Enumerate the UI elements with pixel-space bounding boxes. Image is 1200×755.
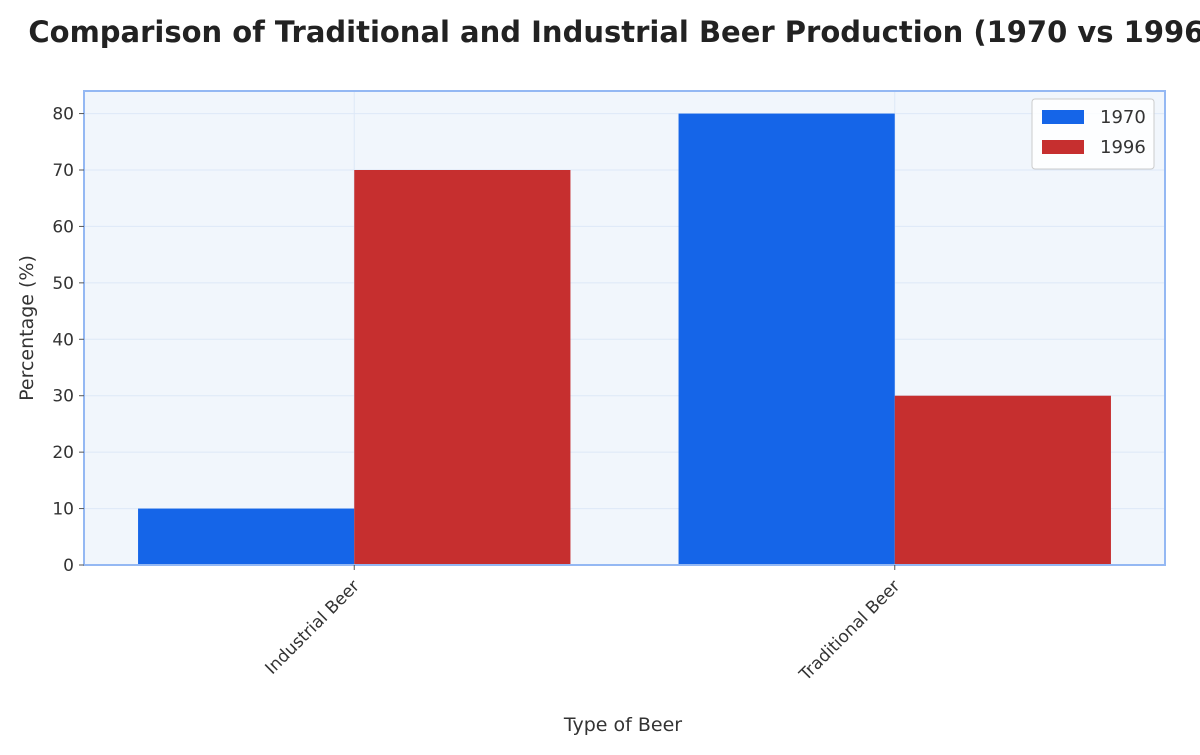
x-tick-label: Traditional Beer <box>795 576 904 685</box>
y-tick-label: 80 <box>52 105 74 125</box>
y-tick-label: 60 <box>52 217 74 237</box>
legend-label-1970: 1970 <box>1100 107 1146 128</box>
y-tick-label: 30 <box>52 387 74 407</box>
legend: 1970 1996 <box>1031 98 1155 170</box>
x-axis-ticks: Industrial Beer Traditional Beer <box>261 565 904 686</box>
x-tick-label: Industrial Beer <box>261 576 363 678</box>
bars <box>138 113 1111 566</box>
bar-1996-industrial-beer <box>354 170 571 565</box>
bar-1970-traditional-beer <box>678 113 895 566</box>
y-axis-label: Percentage (%) <box>16 255 38 401</box>
y-tick-label: 0 <box>63 556 74 576</box>
plot-frame <box>83 90 1166 566</box>
bar-1970-industrial-beer <box>138 508 355 565</box>
y-tick-label: 10 <box>52 500 74 520</box>
x-axis-label: Type of Beer <box>563 714 682 736</box>
y-tick-label: 20 <box>52 443 74 463</box>
legend-swatch-1970 <box>1042 110 1084 124</box>
chart-title: Comparison of Traditional and Industrial… <box>28 15 1200 49</box>
y-tick-label: 70 <box>52 161 74 181</box>
bar-1996-traditional-beer <box>894 395 1111 565</box>
y-axis-ticks: 0 10 20 30 40 50 60 70 80 <box>52 105 84 576</box>
y-tick-label: 50 <box>52 274 74 294</box>
y-tick-label: 40 <box>52 330 74 350</box>
legend-label-1996: 1996 <box>1100 137 1146 158</box>
legend-swatch-1996 <box>1042 140 1084 154</box>
